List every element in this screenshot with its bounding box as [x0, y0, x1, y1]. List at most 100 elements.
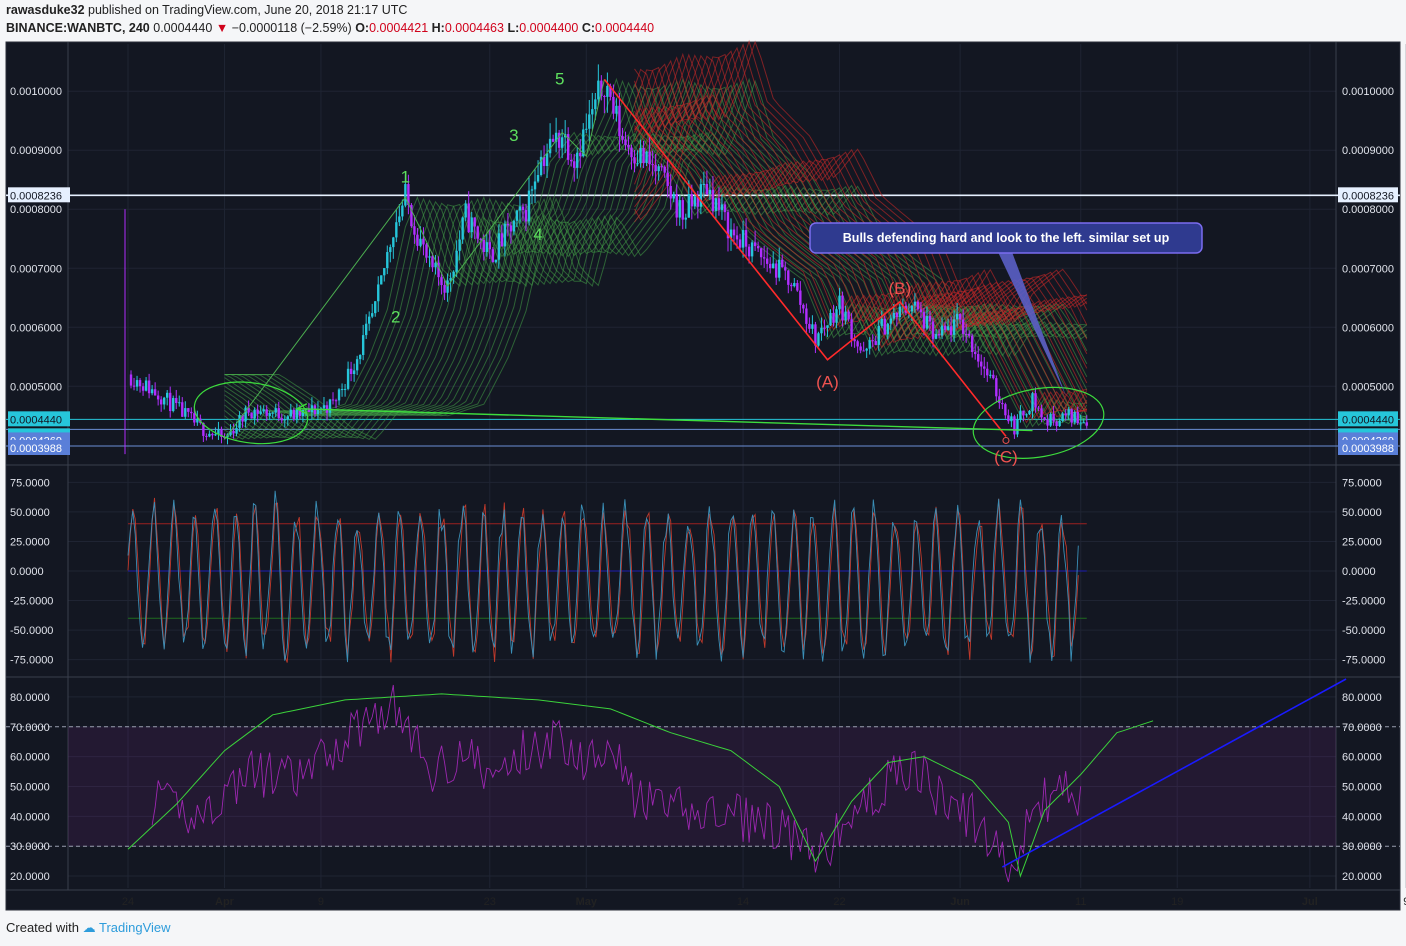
candle-body	[690, 194, 694, 207]
publish-info: published on TradingView.com, June 20, 2…	[88, 3, 408, 17]
candle-body	[940, 325, 944, 336]
candle-body	[352, 370, 356, 375]
candle-body	[165, 392, 169, 398]
candle-body	[934, 334, 938, 339]
candle-body	[949, 326, 953, 335]
candle-body	[1082, 422, 1085, 424]
y-tick-label-left: 0.0005000	[10, 381, 62, 393]
candle-body	[205, 435, 208, 437]
candle-body	[271, 412, 274, 414]
candle-body	[775, 263, 778, 278]
candle-body	[977, 354, 980, 362]
candle-body	[340, 389, 344, 391]
candle-body	[787, 270, 790, 285]
candle-body	[440, 277, 443, 286]
down-triangle-icon: ▼	[215, 21, 229, 35]
candle-body	[566, 134, 570, 160]
candle-body	[705, 183, 709, 195]
rsi-trendline	[1001, 678, 1347, 868]
wave-label-green: 4	[533, 225, 542, 244]
x-tick-label: 23	[484, 896, 496, 908]
candle-body	[277, 408, 280, 419]
candle-body	[138, 380, 142, 387]
candle-body	[1043, 417, 1046, 420]
candle-body	[422, 238, 425, 245]
candle-body	[494, 259, 498, 263]
candle-body	[1073, 412, 1076, 423]
candle-body	[259, 411, 262, 414]
y-tick-label-right: -50.0000	[1342, 625, 1385, 637]
candle-body	[841, 295, 844, 321]
y-tick-label-left: 0.0006000	[10, 322, 62, 334]
candle-body	[392, 237, 395, 248]
x-tick-label: 11	[1075, 896, 1086, 908]
candle-body	[524, 210, 528, 222]
y-tick-label-left: 60.0000	[10, 752, 50, 764]
candle-body	[871, 340, 874, 342]
candle-body	[946, 326, 950, 330]
candle-body	[829, 312, 832, 326]
price-tag-left: 0.0003988	[10, 443, 62, 455]
candle-body	[883, 318, 886, 335]
candle-body	[485, 242, 488, 253]
candle-body	[591, 109, 594, 115]
candle-body	[560, 137, 564, 148]
candle-body	[961, 319, 965, 334]
oscillator-pane[interactable]	[127, 490, 1087, 663]
wave-point-marker	[1002, 436, 1010, 444]
ma-ribbon-up-line	[224, 86, 1087, 439]
candle-body	[473, 217, 476, 227]
candle-body	[283, 419, 286, 421]
candle-body	[648, 151, 651, 165]
candle-body	[1076, 412, 1079, 424]
candle-body	[1067, 409, 1070, 416]
candle-body	[539, 156, 543, 176]
candle-body	[832, 312, 835, 323]
close-value: 0.0004440	[595, 21, 655, 35]
candle-body	[265, 409, 268, 416]
candle-body	[135, 380, 139, 387]
candle-body	[910, 305, 914, 312]
y-tick-label-left: 25.0000	[10, 536, 50, 548]
tradingview-brand-link[interactable]: TradingView	[99, 920, 171, 935]
candle-body	[790, 284, 793, 287]
candle-body	[1034, 393, 1037, 408]
candle-body	[582, 129, 585, 157]
candle-body	[974, 351, 977, 355]
candle-body	[289, 409, 293, 417]
y-tick-label-right: -75.0000	[1342, 655, 1385, 667]
candle-body	[181, 402, 184, 417]
candle-body	[669, 185, 672, 199]
x-tick-label: May	[576, 896, 598, 908]
candle-body	[606, 85, 609, 97]
tradingview-logo-icon: ☁	[82, 920, 96, 935]
candle-body	[153, 389, 157, 396]
author-name[interactable]: rawasduke32	[6, 3, 85, 17]
created-with-text: Created with	[6, 920, 79, 935]
arrow-head-icon	[295, 403, 308, 415]
y-tick-label-left: 50.0000	[10, 781, 50, 793]
rsi-band-fill	[68, 726, 1336, 847]
candle-body	[919, 309, 923, 313]
candle-body	[597, 80, 600, 100]
low-label: L:	[507, 21, 520, 35]
candle-body	[232, 430, 235, 434]
rsi-pane[interactable]	[6, 678, 1400, 883]
x-tick-label: Apr	[215, 896, 235, 908]
y-tick-label-right: 0.0006000	[1342, 322, 1394, 334]
candle-body	[452, 271, 455, 279]
candle-body	[675, 194, 678, 218]
candle-body	[699, 184, 703, 207]
candle-body	[479, 238, 482, 240]
candle-body	[696, 196, 700, 207]
price-pane[interactable]: 1 2 3 4 5 (A) (B) (C)	[6, 39, 1400, 467]
annotation-callout[interactable]: Bulls defending hard and look to the lef…	[809, 222, 1203, 396]
candle-body	[600, 80, 603, 97]
y-tick-label-left: 0.0008000	[10, 204, 62, 216]
price-tag-left-bg	[8, 440, 70, 456]
candle-body	[723, 204, 727, 213]
candle-body	[386, 252, 389, 269]
candle-body	[328, 399, 332, 413]
candle-body	[506, 223, 510, 226]
